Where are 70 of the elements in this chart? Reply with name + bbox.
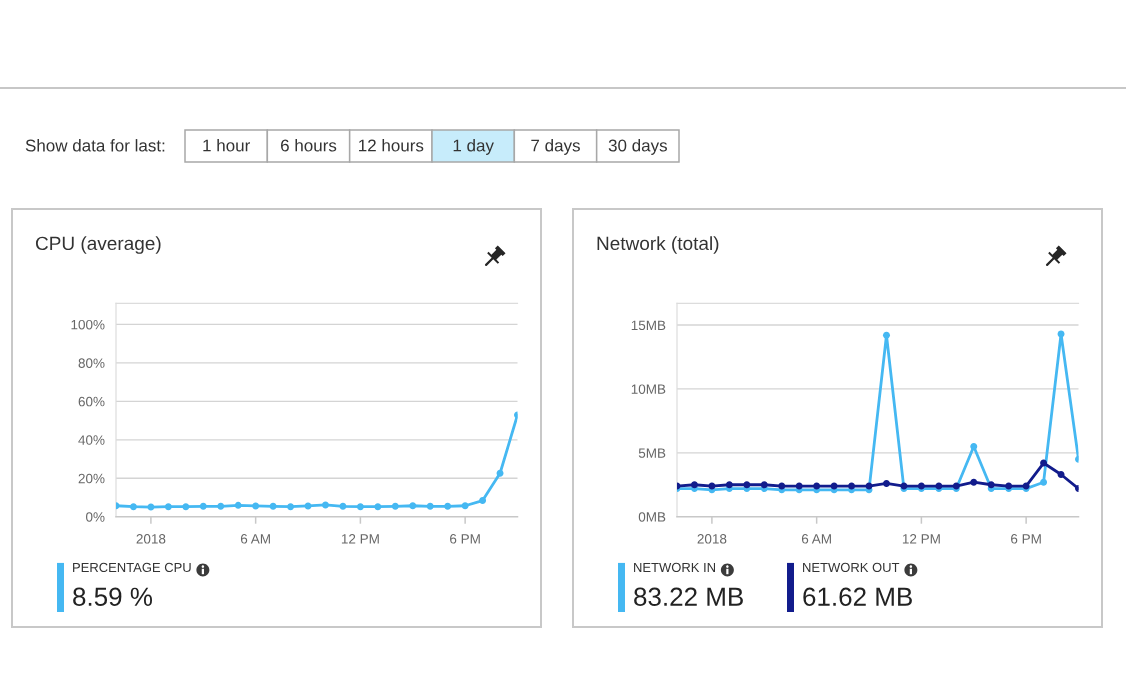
y-tick-label: 80%	[78, 358, 105, 368]
category-label: 12 hours	[359, 139, 424, 152]
x-tick-label: 6 AM	[801, 534, 831, 544]
point	[830, 482, 838, 490]
x-tick-label: 6 AM	[240, 534, 270, 544]
legend-label: PERCENTAGE CPU	[73, 562, 191, 573]
x-tick-label: 2018	[136, 534, 166, 544]
y-tick-label: 20%	[78, 473, 105, 484]
point	[234, 501, 242, 509]
point	[287, 503, 295, 511]
x-tick-label: 6 PM	[450, 534, 480, 544]
text: Show data for last:	[25, 139, 165, 152]
category-label: 30 days	[608, 139, 667, 155]
category-label: 6 hours	[281, 139, 337, 152]
point	[882, 479, 890, 487]
point	[269, 502, 277, 510]
point	[182, 503, 190, 511]
category-label: 1 day	[453, 139, 494, 155]
y-tick-label: 60%	[78, 396, 105, 407]
y-tick-label: 40%	[78, 435, 105, 445]
point	[760, 481, 768, 489]
category-label: 7 days	[531, 139, 580, 155]
y-tick-label: 15MB	[631, 320, 666, 331]
point	[321, 501, 329, 509]
x-tick-label: 12 PM	[341, 534, 379, 544]
point	[129, 503, 137, 511]
category-label: 1 hour	[203, 139, 250, 152]
point	[743, 481, 751, 489]
y-tick-label: 10MB	[631, 384, 666, 394]
text: 83.22 MB	[634, 587, 743, 606]
point	[444, 502, 452, 510]
point	[217, 502, 225, 510]
text: 61.62 MB	[803, 587, 912, 606]
point	[252, 502, 260, 510]
y-tick-label: 100%	[71, 319, 105, 330]
point	[461, 502, 469, 510]
point	[339, 502, 347, 510]
point	[987, 481, 995, 489]
x-tick-label: 6 PM	[1011, 534, 1041, 544]
point	[391, 502, 399, 510]
point	[725, 481, 733, 489]
point	[1040, 459, 1048, 467]
point	[199, 502, 207, 510]
point	[479, 497, 487, 505]
point	[356, 503, 364, 511]
point	[778, 482, 786, 490]
point	[496, 469, 504, 477]
point	[374, 503, 382, 511]
text: 8.59 %	[73, 587, 153, 606]
legend-label: NETWORK IN	[634, 562, 715, 573]
point	[690, 481, 698, 489]
point	[848, 482, 856, 490]
chart-title: CPU (average)	[35, 236, 161, 254]
point	[409, 502, 417, 510]
x-tick-label: 2018	[697, 534, 727, 544]
point	[1040, 478, 1048, 486]
y-tick-label: 5MB	[638, 448, 666, 458]
point	[1057, 471, 1065, 479]
point	[813, 482, 821, 490]
point	[970, 442, 978, 450]
x-tick-label: 12 PM	[902, 534, 940, 544]
y-tick-label: 0%	[86, 512, 105, 522]
point	[970, 478, 978, 486]
chart-title: Network (total)	[597, 236, 719, 254]
point	[426, 502, 434, 510]
y-tick-label: 0MB	[638, 512, 666, 522]
point	[795, 482, 803, 490]
point	[164, 503, 172, 511]
legend-label: NETWORK OUT	[803, 562, 900, 573]
point	[882, 331, 890, 339]
